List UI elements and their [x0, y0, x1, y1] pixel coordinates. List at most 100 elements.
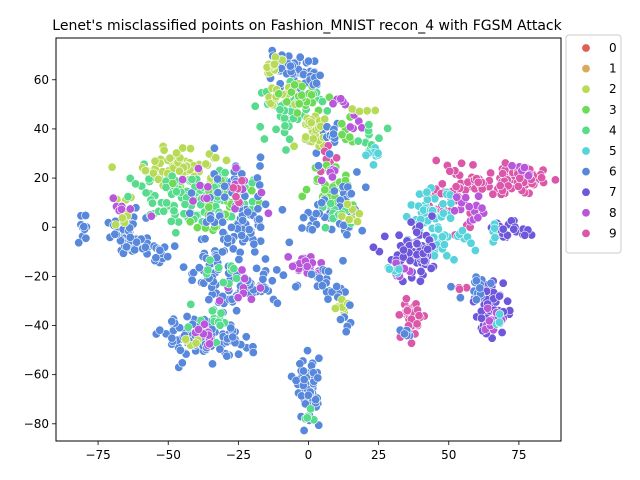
- scatter-point-class-6: [132, 237, 142, 247]
- scatter-point-class-6: [249, 239, 259, 249]
- scatter-point-class-8: [336, 94, 346, 104]
- scatter-point-class-6: [217, 247, 227, 257]
- scatter-point-class-6: [297, 223, 307, 233]
- scatter-point-class-4: [216, 308, 226, 318]
- scatter-point-class-8: [345, 122, 355, 132]
- scatter-point-class-6: [357, 226, 367, 236]
- scatter-point-class-3: [337, 119, 347, 129]
- scatter-point-class-2: [148, 168, 158, 178]
- scatter-point-class-2: [301, 132, 311, 142]
- scatter-point-class-6: [215, 344, 225, 354]
- scatter-point-class-6: [227, 222, 237, 232]
- scatter-point-class-8: [178, 175, 188, 185]
- scatter-point-class-2: [191, 338, 201, 348]
- scatter-point-class-8: [328, 99, 338, 109]
- scatter-point-class-3: [247, 186, 257, 196]
- scatter-point-class-8: [464, 202, 474, 212]
- scatter-point-class-4: [207, 306, 217, 316]
- scatter-point-class-4: [279, 113, 289, 123]
- scatter-point-class-6: [175, 345, 185, 355]
- scatter-point-class-9: [513, 181, 523, 191]
- scatter-point-class-8: [246, 294, 256, 304]
- scatter-point-class-4: [383, 123, 393, 133]
- scatter-point-class-6: [315, 70, 325, 80]
- scatter-point-class-6: [243, 207, 253, 217]
- y-tick-label: 20: [34, 171, 49, 185]
- scatter-point-class-6: [314, 353, 324, 363]
- scatter-point-class-3: [337, 130, 347, 140]
- scatter-point-class-4: [215, 320, 225, 330]
- x-tick-label: −25: [226, 448, 251, 462]
- scatter-point-class-7: [368, 242, 378, 252]
- scatter-point-class-9: [414, 311, 424, 321]
- scatter-point-class-4: [285, 134, 295, 144]
- chart-title: Lenet's misclassified points on Fashion_…: [52, 18, 562, 34]
- scatter-point-class-8: [256, 188, 266, 198]
- scatter-point-class-8: [203, 182, 213, 192]
- scatter-point-class-5: [449, 255, 459, 265]
- scatter-point-class-5: [361, 150, 371, 160]
- scatter-point-class-6: [352, 167, 362, 177]
- y-tick-label: 40: [34, 122, 49, 136]
- scatter-point-class-6: [317, 198, 327, 208]
- scatter-point-class-2: [150, 156, 160, 166]
- scatter-point-class-6: [237, 231, 247, 241]
- scatter-point-class-6: [250, 247, 260, 257]
- scatter-point-class-6: [277, 205, 287, 215]
- scatter-point-class-6: [272, 298, 282, 308]
- scatter-point-class-3: [297, 191, 307, 201]
- scatter-point-class-4: [141, 188, 151, 198]
- scatter-point-class-6: [228, 332, 238, 342]
- scatter-point-class-6: [446, 282, 456, 292]
- scatter-point-class-2: [174, 166, 184, 176]
- scatter-point-class-8: [452, 192, 462, 202]
- scatter-point-class-9: [237, 176, 247, 186]
- scatter-point-class-9: [515, 173, 525, 183]
- legend-label: 8: [609, 206, 617, 220]
- scatter-point-class-2: [172, 148, 182, 158]
- y-tick-label: 60: [34, 73, 49, 87]
- scatter-point-class-6: [167, 333, 177, 343]
- scatter-point-class-8: [193, 164, 203, 174]
- scatter-point-class-8: [317, 176, 327, 186]
- scatter-point-class-4: [229, 264, 239, 274]
- scatter-point-class-2: [165, 153, 175, 163]
- scatter-point-class-4: [275, 105, 285, 115]
- scatter-point-class-4: [203, 265, 213, 275]
- scatter-point-class-6: [329, 186, 339, 196]
- scatter-point-class-6: [256, 222, 266, 232]
- scatter-point-class-9: [445, 166, 455, 176]
- scatter-point-class-7: [426, 263, 436, 273]
- scatter-point-class-6: [110, 229, 120, 239]
- scatter-point-class-3: [185, 217, 195, 227]
- scatter-point-class-4: [271, 124, 281, 134]
- scatter-point-class-2: [308, 134, 318, 144]
- scatter-point-class-6: [140, 242, 150, 252]
- scatter-point-class-6: [298, 366, 308, 376]
- scatter-point-class-6: [252, 263, 262, 273]
- scatter-point-class-7: [423, 244, 433, 254]
- scatter-point-class-6: [302, 346, 312, 356]
- scatter-point-class-8: [519, 163, 529, 173]
- scatter-point-class-4: [123, 192, 133, 202]
- legend-marker: [581, 125, 591, 135]
- scatter-point-class-5: [466, 238, 476, 248]
- scatter-point-class-8: [461, 193, 471, 203]
- x-tick-label: 75: [511, 448, 526, 462]
- scatter-point-class-2: [289, 141, 299, 151]
- scatter-point-class-6: [323, 266, 333, 276]
- scatter-point-class-5: [457, 226, 467, 236]
- y-tick-label: −40: [24, 319, 49, 333]
- scatter-point-class-4: [280, 121, 290, 131]
- scatter-point-class-3: [204, 202, 214, 212]
- scatter-point-class-4: [259, 134, 269, 144]
- scatter-point-class-6: [223, 234, 233, 244]
- scatter-point-class-6: [323, 294, 333, 304]
- scatter-point-class-5: [438, 199, 448, 209]
- scatter-point-class-6: [313, 373, 323, 383]
- scatter-point-class-6: [226, 323, 236, 333]
- scatter-point-class-4: [302, 413, 312, 423]
- scatter-point-class-5: [495, 309, 505, 319]
- scatter-point-class-8: [483, 303, 493, 313]
- scatter-point-class-6: [313, 161, 323, 171]
